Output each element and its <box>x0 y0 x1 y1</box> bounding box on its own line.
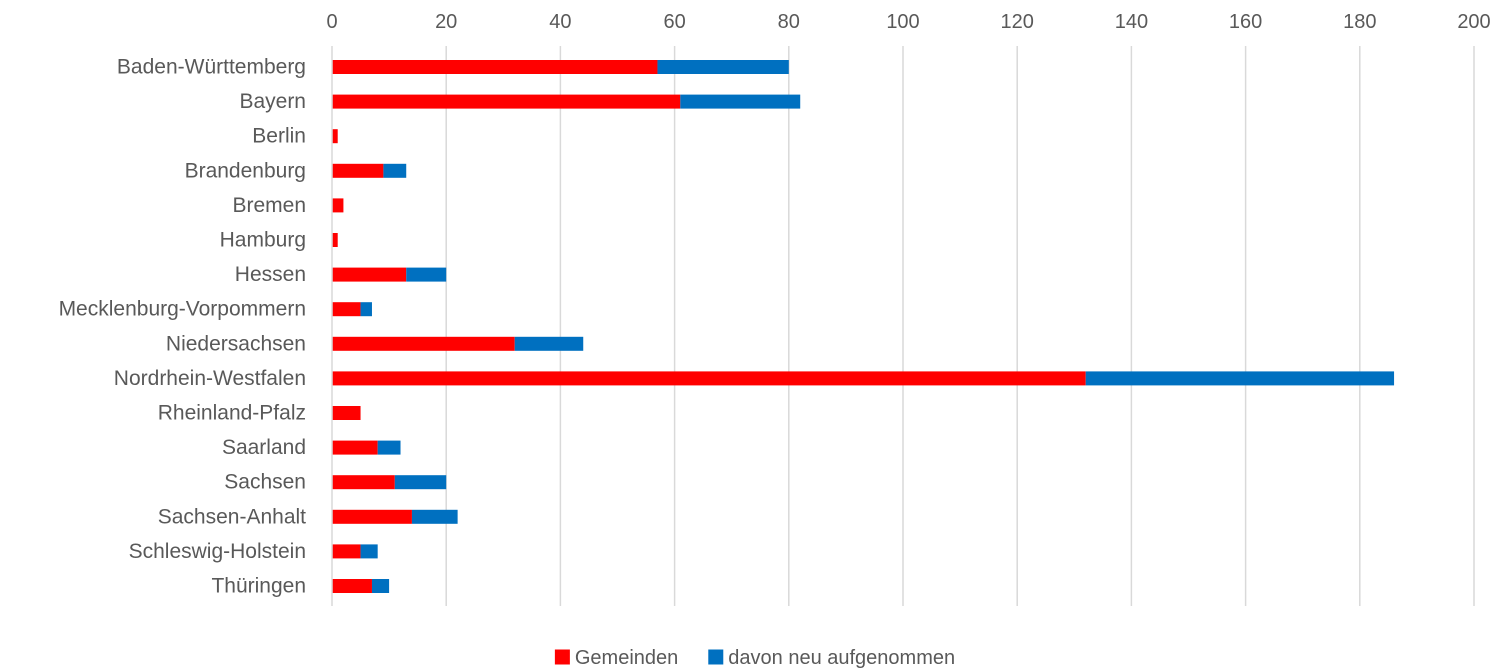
category-label: Thüringen <box>211 575 306 598</box>
gridlines <box>445 46 1475 606</box>
bar-davon-neu-aufgenommen <box>360 544 378 559</box>
category-label: Brandenburg <box>185 159 306 182</box>
category-label: Bayern <box>239 90 306 113</box>
bar-gemeinden <box>332 579 372 593</box>
bar-gemeinden <box>332 371 1086 386</box>
bar-davon-neu-aufgenommen <box>1085 371 1395 386</box>
x-tick-label: 140 <box>1115 11 1148 33</box>
x-tick-label: 180 <box>1343 11 1376 33</box>
category-label: Hamburg <box>220 229 306 252</box>
category-label: Schleswig-Holstein <box>129 540 306 563</box>
bar-gemeinden <box>332 233 338 247</box>
x-tick-label: 200 <box>1457 11 1490 33</box>
bar-davon-neu-aufgenommen <box>680 94 801 109</box>
x-tick-label: 80 <box>778 11 800 33</box>
category-label: Saarland <box>222 436 306 459</box>
x-tick-label: 60 <box>663 11 685 33</box>
category-label: Nordrhein-Westfalen <box>114 367 306 390</box>
x-tick-label: 160 <box>1229 11 1262 33</box>
bar-davon-neu-aufgenommen <box>657 60 789 74</box>
bar-gemeinden <box>332 94 681 109</box>
bar-davon-neu-aufgenommen <box>514 336 584 351</box>
legend-swatch <box>708 649 724 665</box>
bars <box>332 60 1395 593</box>
bar-davon-neu-aufgenommen <box>377 440 401 455</box>
x-axis-tick-labels: 0 20 40 60 80 100 120 140 160 180 200 <box>326 11 1490 33</box>
bar-davon-neu-aufgenommen <box>383 163 407 178</box>
bar-gemeinden <box>332 336 515 351</box>
legend-item-gemeinden: Gemeinden <box>554 647 678 669</box>
x-tick-label: 40 <box>549 11 571 33</box>
bar-davon-neu-aufgenommen <box>411 509 458 524</box>
category-label: Berlin <box>252 125 306 148</box>
bar-gemeinden <box>332 60 658 74</box>
x-tick-label: 120 <box>1001 11 1034 33</box>
bar-davon-neu-aufgenommen <box>360 302 372 317</box>
category-label: Baden-Württemberg <box>117 56 306 79</box>
category-label: Sachsen-Anhalt <box>158 505 306 528</box>
category-label: Sachsen <box>224 471 306 494</box>
legend-item-davon-neu-aufgenommen: davon neu aufgenommen <box>708 647 955 669</box>
legend-swatch <box>554 649 570 665</box>
bar-gemeinden <box>332 267 407 282</box>
category-label: Rheinland-Pfalz <box>158 402 306 425</box>
legend-label: davon neu aufgenommen <box>728 647 955 669</box>
x-tick-label: 0 <box>326 11 337 33</box>
bar-davon-neu-aufgenommen <box>406 267 447 282</box>
bar-davon-neu-aufgenommen <box>371 579 390 593</box>
bar-davon-neu-aufgenommen <box>394 475 447 490</box>
bar-gemeinden <box>332 163 384 178</box>
bar-gemeinden <box>332 509 412 524</box>
bar-gemeinden <box>332 406 361 420</box>
x-tick-label: 100 <box>886 11 919 33</box>
bar-gemeinden <box>332 129 338 144</box>
x-tick-label: 20 <box>435 11 457 33</box>
category-label: Hessen <box>235 263 306 286</box>
bar-gemeinden <box>332 440 378 455</box>
category-label: Mecklenburg-Vorpommern <box>59 298 306 321</box>
legend-label: Gemeinden <box>575 647 678 669</box>
category-label: Bremen <box>232 194 306 217</box>
bar-gemeinden <box>332 302 361 317</box>
category-labels: Baden-Württemberg Bayern Berlin Brandenburg… <box>59 56 307 598</box>
bar-gemeinden <box>332 475 395 490</box>
bar-gemeinden <box>332 544 361 559</box>
bar-gemeinden <box>332 198 344 213</box>
legend: Gemeinden davon neu aufgenommen <box>554 647 955 669</box>
category-label: Niedersachsen <box>166 332 306 355</box>
